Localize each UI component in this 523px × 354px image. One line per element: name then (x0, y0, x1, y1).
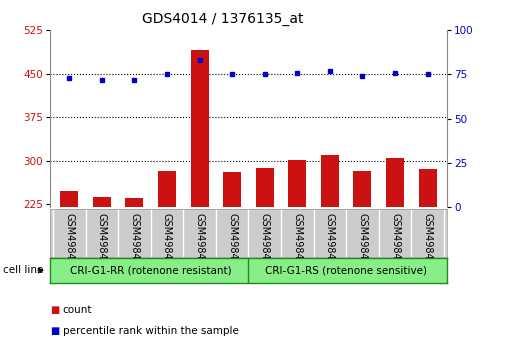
Text: GSM498427: GSM498427 (97, 213, 107, 272)
Text: GSM498449: GSM498449 (423, 213, 433, 272)
Bar (223, 172, 241, 335)
Text: CRI-G1-RS (rotenone sensitive): CRI-G1-RS (rotenone sensitive) (265, 266, 427, 275)
Text: GSM498428: GSM498428 (129, 213, 140, 272)
Bar (93, 197, 111, 335)
Text: GSM498444: GSM498444 (260, 213, 270, 272)
Text: GSM498448: GSM498448 (390, 213, 400, 272)
Bar (354, 171, 371, 335)
Text: CRI-G1-RR (rotenone resistant): CRI-G1-RR (rotenone resistant) (70, 266, 232, 275)
Text: GSM498445: GSM498445 (292, 213, 302, 272)
Bar (190, 50, 209, 335)
Text: GSM498442: GSM498442 (195, 213, 204, 272)
Text: GDS4014 / 1376135_at: GDS4014 / 1376135_at (142, 12, 303, 27)
Bar (256, 168, 274, 335)
Bar (386, 158, 404, 335)
Text: ■: ■ (50, 326, 59, 336)
Bar (288, 160, 306, 335)
Bar (158, 171, 176, 335)
Text: GSM498441: GSM498441 (162, 213, 172, 272)
Text: ■: ■ (50, 305, 59, 315)
Text: percentile rank within the sample: percentile rank within the sample (63, 326, 238, 336)
Text: GSM498443: GSM498443 (227, 213, 237, 272)
Text: GSM498447: GSM498447 (357, 213, 368, 272)
Text: cell line: cell line (3, 266, 43, 275)
Bar (60, 191, 78, 335)
Text: GSM498446: GSM498446 (325, 213, 335, 272)
Bar (321, 155, 339, 335)
Bar (126, 198, 143, 335)
Bar (418, 169, 437, 335)
Text: count: count (63, 305, 92, 315)
Text: GSM498426: GSM498426 (64, 213, 74, 272)
